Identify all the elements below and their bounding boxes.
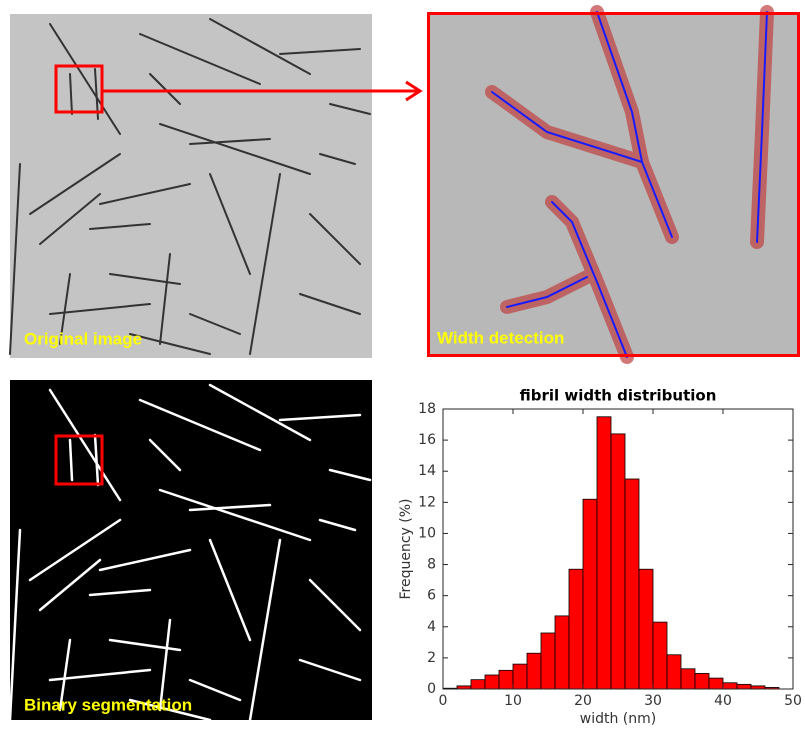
y-tick-label: 14 — [418, 463, 436, 479]
x-tick-label: 40 — [714, 693, 732, 709]
bar — [695, 673, 709, 689]
bar — [597, 417, 611, 689]
x-tick-label: 50 — [784, 693, 802, 709]
y-tick-label: 0 — [427, 681, 436, 697]
x-tick-label: 0 — [439, 693, 448, 709]
bar — [639, 569, 653, 689]
y-tick-label: 16 — [418, 432, 436, 448]
binary-image: Binary segmentation — [10, 380, 372, 720]
y-tick-label: 4 — [427, 619, 436, 635]
x-tick-label: 30 — [644, 693, 662, 709]
x-axis-label: width (nm) — [580, 711, 656, 727]
bar — [667, 655, 681, 689]
figure: Original image Width detection Binary se… — [0, 0, 805, 729]
y-tick-label: 10 — [418, 525, 436, 541]
y-tick-label: 2 — [427, 650, 436, 666]
y-tick-label: 8 — [427, 557, 436, 573]
chart-title: fibril width distribution — [520, 387, 717, 405]
panel-label: Binary segmentation — [24, 695, 192, 714]
panel-label: Original image — [24, 329, 142, 348]
bar — [569, 569, 583, 689]
bar — [527, 653, 541, 689]
bar — [541, 633, 555, 689]
bar — [737, 684, 751, 689]
bar — [723, 683, 737, 689]
width-detection: Width detection — [427, 12, 800, 357]
bar — [611, 434, 625, 689]
x-tick-label: 10 — [504, 693, 522, 709]
y-tick-label: 18 — [418, 401, 436, 417]
original-image: Original image — [10, 14, 372, 358]
y-axis-label: Frequency (%) — [398, 498, 414, 599]
bar — [681, 669, 695, 689]
histogram: fibril width distribution width (nm) Fre… — [398, 387, 802, 728]
bar — [513, 664, 527, 689]
bar — [583, 499, 597, 689]
bar — [653, 622, 667, 689]
bar — [471, 680, 485, 689]
bar — [555, 616, 569, 689]
panel-label: Width detection — [437, 328, 564, 347]
bar — [485, 675, 499, 689]
y-tick-label: 6 — [427, 588, 436, 604]
bar — [499, 670, 513, 689]
bar — [709, 678, 723, 689]
y-tick-label: 12 — [418, 494, 436, 510]
bar — [625, 479, 639, 689]
x-tick-label: 20 — [574, 693, 592, 709]
